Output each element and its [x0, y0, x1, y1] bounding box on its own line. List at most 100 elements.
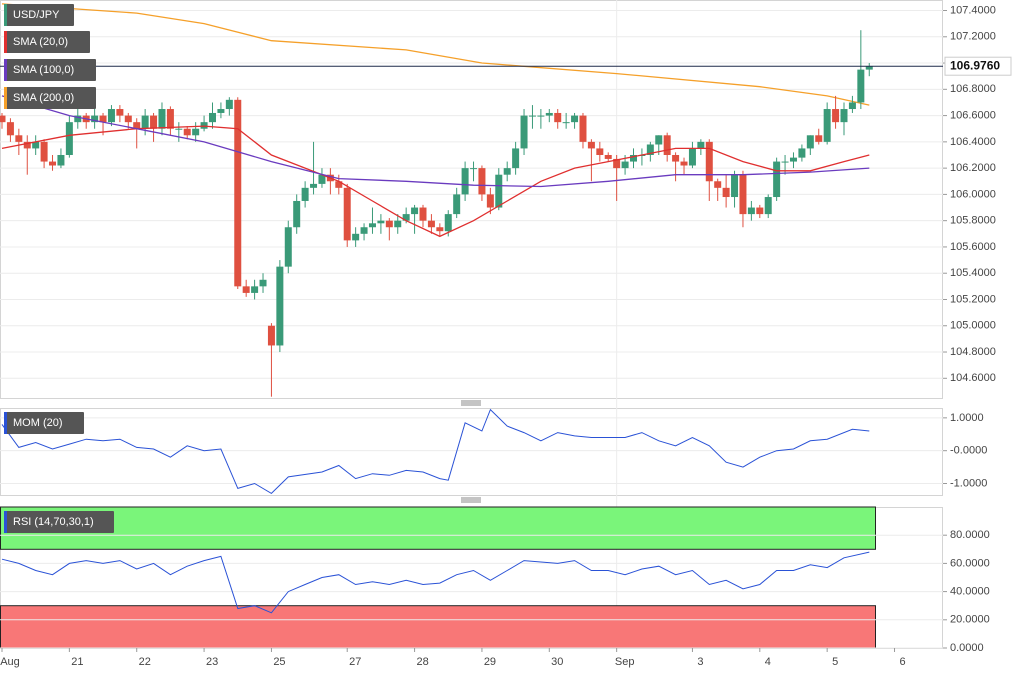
- legend-label: SMA (20,0): [13, 36, 68, 48]
- candle-body: [503, 168, 511, 175]
- candle-body: [141, 115, 149, 129]
- y-tick-label: 105.6000: [950, 241, 996, 253]
- indicator-line: [1, 551, 870, 614]
- candle-body: [444, 214, 452, 232]
- y-tick-label: 106.8000: [950, 83, 996, 95]
- x-tick-label: 28: [416, 656, 428, 668]
- candle-body: [764, 197, 772, 215]
- candle-body: [318, 174, 326, 184]
- candle-body: [175, 128, 183, 130]
- candle-body: [394, 220, 402, 228]
- candle-body: [461, 168, 469, 195]
- legend-swatch: [4, 59, 7, 81]
- candle-body: [865, 66, 873, 70]
- candle-body: [343, 187, 351, 241]
- candle-body: [276, 266, 284, 346]
- x-tick-label: Sep: [615, 656, 635, 668]
- x-tick-label: 3: [697, 656, 703, 668]
- candle-body: [789, 157, 797, 162]
- candle-body: [823, 109, 831, 142]
- candle-body: [49, 161, 57, 166]
- candle-body: [562, 122, 570, 124]
- y-tick-label: 105.4000: [950, 267, 996, 279]
- candle-body: [554, 112, 562, 123]
- candle-body: [293, 200, 301, 228]
- x-tick-label: 21: [71, 656, 83, 668]
- candle-body: [747, 207, 755, 215]
- last-price-label: 106.9760: [950, 58, 1000, 72]
- y-tick-label: 106.0000: [950, 188, 996, 200]
- legend-label: RSI (14,70,30,1): [13, 516, 94, 528]
- candle-body: [781, 161, 789, 163]
- legend-label: SMA (100,0): [13, 64, 74, 76]
- candle-body: [411, 207, 419, 215]
- indicator-line: [1, 408, 870, 495]
- y-tick-label: 106.6000: [950, 109, 996, 121]
- candle-body: [209, 112, 216, 123]
- y-tick-label: 107.2000: [950, 31, 996, 43]
- x-tick-label: 29: [484, 656, 496, 668]
- candle-body: [587, 141, 595, 149]
- candle-body: [571, 115, 579, 123]
- legend-label: SMA (200,0): [13, 92, 74, 104]
- candle-body: [310, 183, 318, 188]
- y-tick-label: 105.0000: [950, 320, 996, 332]
- x-tick-label: 23: [206, 656, 218, 668]
- y-tick-label: 105.8000: [950, 215, 996, 227]
- candle-body: [688, 148, 696, 166]
- sma-line: [1, 3, 870, 106]
- candle-body: [32, 141, 40, 149]
- legend-swatch: [4, 511, 7, 533]
- legend-label: USD/JPY: [13, 9, 60, 21]
- candle-body: [579, 115, 587, 142]
- candle-body: [672, 154, 680, 162]
- candle-body: [385, 220, 393, 228]
- candle-body: [74, 115, 82, 123]
- legend-swatch: [4, 31, 7, 53]
- candle-body: [0, 115, 6, 123]
- sma-line: [1, 95, 870, 188]
- x-tick-label: 27: [349, 656, 361, 668]
- rsi-band: [0, 506, 876, 550]
- candle-body: [453, 194, 461, 215]
- legend-swatch: [4, 412, 7, 434]
- candle-body: [520, 115, 528, 149]
- candle-body: [655, 135, 663, 145]
- x-tick-label: 4: [765, 656, 771, 668]
- candle-body: [91, 115, 99, 123]
- candle-body: [225, 99, 233, 110]
- candle-body: [545, 112, 553, 116]
- candle-body: [124, 115, 132, 123]
- x-tick-label: 6: [899, 656, 905, 668]
- candle-body: [377, 220, 385, 224]
- candle-body: [646, 144, 654, 155]
- y-tick-label: 40.0000: [950, 586, 990, 598]
- candle-body: [192, 128, 200, 136]
- candle-body: [604, 154, 612, 159]
- candle-body: [183, 128, 191, 136]
- candle-body: [427, 220, 435, 228]
- candle-body: [352, 233, 360, 241]
- candle-body: [596, 148, 604, 155]
- x-tick-label: 22: [139, 656, 151, 668]
- candle-body: [436, 227, 444, 232]
- candle-body: [65, 122, 73, 155]
- candle-body: [470, 168, 478, 170]
- candle-body: [133, 122, 141, 129]
- x-tick-label: 5: [832, 656, 838, 668]
- candle-body: [773, 161, 781, 198]
- candle-body: [251, 286, 259, 293]
- candle-body: [840, 109, 848, 123]
- y-tick-label: 0.0000: [950, 642, 984, 654]
- legend-label: MOM (20): [13, 417, 63, 429]
- candle-body: [267, 325, 275, 346]
- candle-body: [495, 174, 503, 208]
- candle-body: [234, 99, 242, 287]
- legend-box: [4, 31, 90, 53]
- candle-body: [857, 69, 865, 103]
- y-tick-label: 105.2000: [950, 293, 996, 305]
- candle-body: [150, 115, 158, 129]
- x-tick-label: 25: [273, 656, 285, 668]
- candle-body: [832, 109, 840, 123]
